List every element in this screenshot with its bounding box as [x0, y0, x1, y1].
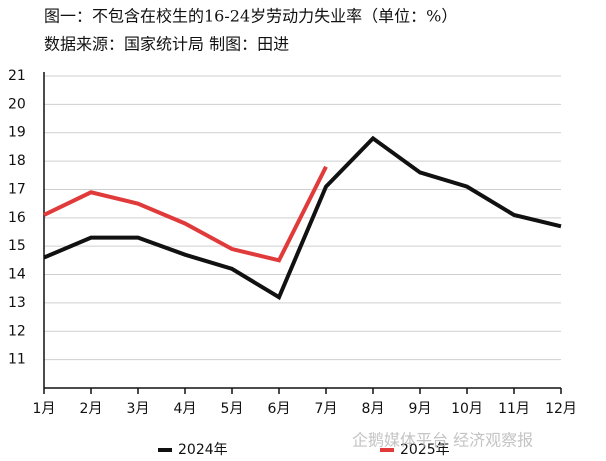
x-tick-label: 4月: [174, 401, 197, 417]
chart-subtitle: 数据来源：国家统计局 制图：田进: [44, 35, 289, 54]
x-tick-label: 11月: [498, 401, 530, 417]
x-tick-label: 12月: [545, 401, 577, 417]
y-tick-label: 12: [8, 323, 26, 339]
y-tick-label: 14: [8, 267, 26, 283]
series-line: [43, 165, 328, 263]
y-tick-label: 19: [8, 125, 26, 141]
y-tick-label: 17: [8, 181, 26, 197]
x-tick-label: 10月: [451, 401, 483, 417]
x-tick-label: 8月: [362, 401, 385, 417]
y-tick-label: 21: [8, 68, 26, 84]
y-tick-label: 11: [8, 352, 26, 368]
x-tick-label: 3月: [127, 401, 150, 417]
series-line: [43, 135, 562, 301]
watermark: 企鹅媒体平台 经济观察报: [352, 431, 533, 450]
x-tick-label: 6月: [268, 401, 291, 417]
x-tick-label: 5月: [221, 401, 244, 417]
legend-label: 2024年: [178, 442, 228, 458]
chart-title: 图一：不包含在校生的16-24岁劳动力失业率（单位：%）: [44, 7, 457, 26]
y-tick-label: 18: [8, 153, 26, 169]
x-tick-label: 7月: [315, 401, 338, 417]
y-tick-label: 20: [8, 96, 26, 112]
y-tick-label: 16: [8, 210, 26, 226]
x-tick-label: 1月: [33, 401, 56, 417]
legend-label: 2025年: [400, 442, 450, 458]
y-tick-label: 15: [8, 238, 26, 254]
y-tick-label: 13: [8, 295, 26, 311]
x-tick-label: 2月: [80, 401, 103, 417]
x-tick-label: 9月: [409, 401, 432, 417]
